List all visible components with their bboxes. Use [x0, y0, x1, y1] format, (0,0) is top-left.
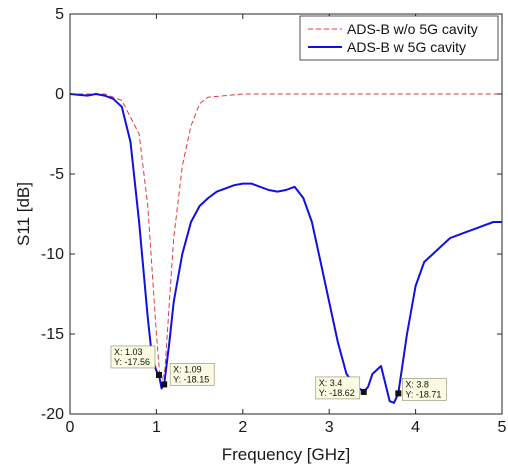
y-tick-label: -20 [41, 406, 64, 423]
datatip-box [402, 378, 447, 401]
datatip-marker [161, 381, 168, 388]
datatip-x-label: X: 1.03 [114, 347, 143, 357]
datatip-x-label: X: 3.4 [319, 378, 343, 388]
datatip-x-label: X: 1.09 [173, 364, 202, 374]
tick-layer: 0 1 2 3 4 5 5 0 -5 -10 -15 -20 [41, 6, 507, 436]
legend-label-1: ADS-B w 5G cavity [347, 39, 466, 55]
datatip-x-label: X: 3.8 [405, 379, 429, 389]
legend-label-0: ADS-B w/o 5G cavity [347, 21, 478, 37]
x-tick-label: 3 [325, 419, 334, 436]
x-tick-label: 4 [411, 419, 420, 436]
series-line-0 [70, 93, 502, 388]
y-tick-label: -5 [50, 166, 64, 183]
x-tick-label: 1 [152, 419, 161, 436]
datatip-y-label: Y: -18.71 [405, 389, 441, 399]
x-tick-label: 0 [66, 419, 75, 436]
datatip-box [110, 345, 156, 369]
legend: ADS-B w/o 5G cavity ADS-B w 5G cavity [299, 15, 499, 61]
y-tick-label: 0 [55, 86, 64, 103]
y-tick-label: 5 [55, 6, 64, 23]
x-tick-label: 2 [238, 419, 247, 436]
datatip-marker [155, 371, 162, 378]
y-tick-label: -10 [41, 246, 64, 263]
datatip-box [169, 363, 215, 386]
y-axis-label: S11 [dB] [14, 182, 33, 246]
datatip-y-label: Y: -18.62 [319, 388, 355, 398]
datatip-marker [395, 390, 402, 397]
y-tick-label: -15 [41, 326, 64, 343]
tooltip-layer: X: 1.03Y: -17.56X: 1.09Y: -18.15 X: 3.4Y:… [110, 345, 447, 401]
x-axis-label: Frequency [GHz] [222, 445, 351, 464]
datatip-y-label: Y: -18.15 [173, 374, 209, 384]
datatip-marker [360, 388, 367, 395]
plot-frame [69, 13, 503, 415]
datatip-box [315, 376, 361, 400]
marker-layer [155, 371, 402, 397]
legend-box [299, 15, 499, 61]
datatip-y-label: Y: -17.56 [114, 357, 150, 367]
x-tick-label: 5 [498, 419, 507, 436]
